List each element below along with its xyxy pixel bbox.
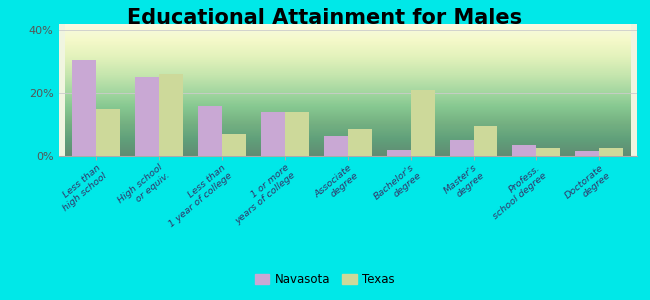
- Bar: [599, 148, 623, 156]
- Bar: [324, 136, 348, 156]
- Bar: [159, 74, 183, 156]
- Bar: [135, 77, 159, 156]
- Bar: [222, 134, 246, 156]
- Bar: [512, 145, 536, 156]
- Text: Educational Attainment for Males: Educational Attainment for Males: [127, 8, 523, 28]
- Bar: [96, 109, 120, 156]
- Bar: [348, 129, 372, 156]
- Legend: Navasota, Texas: Navasota, Texas: [250, 269, 400, 291]
- Bar: [575, 151, 599, 156]
- Bar: [387, 150, 411, 156]
- Bar: [536, 148, 560, 156]
- Bar: [473, 126, 497, 156]
- Bar: [450, 140, 473, 156]
- Bar: [261, 112, 285, 156]
- Bar: [285, 112, 309, 156]
- Bar: [72, 60, 96, 156]
- Bar: [198, 106, 222, 156]
- Bar: [411, 90, 435, 156]
